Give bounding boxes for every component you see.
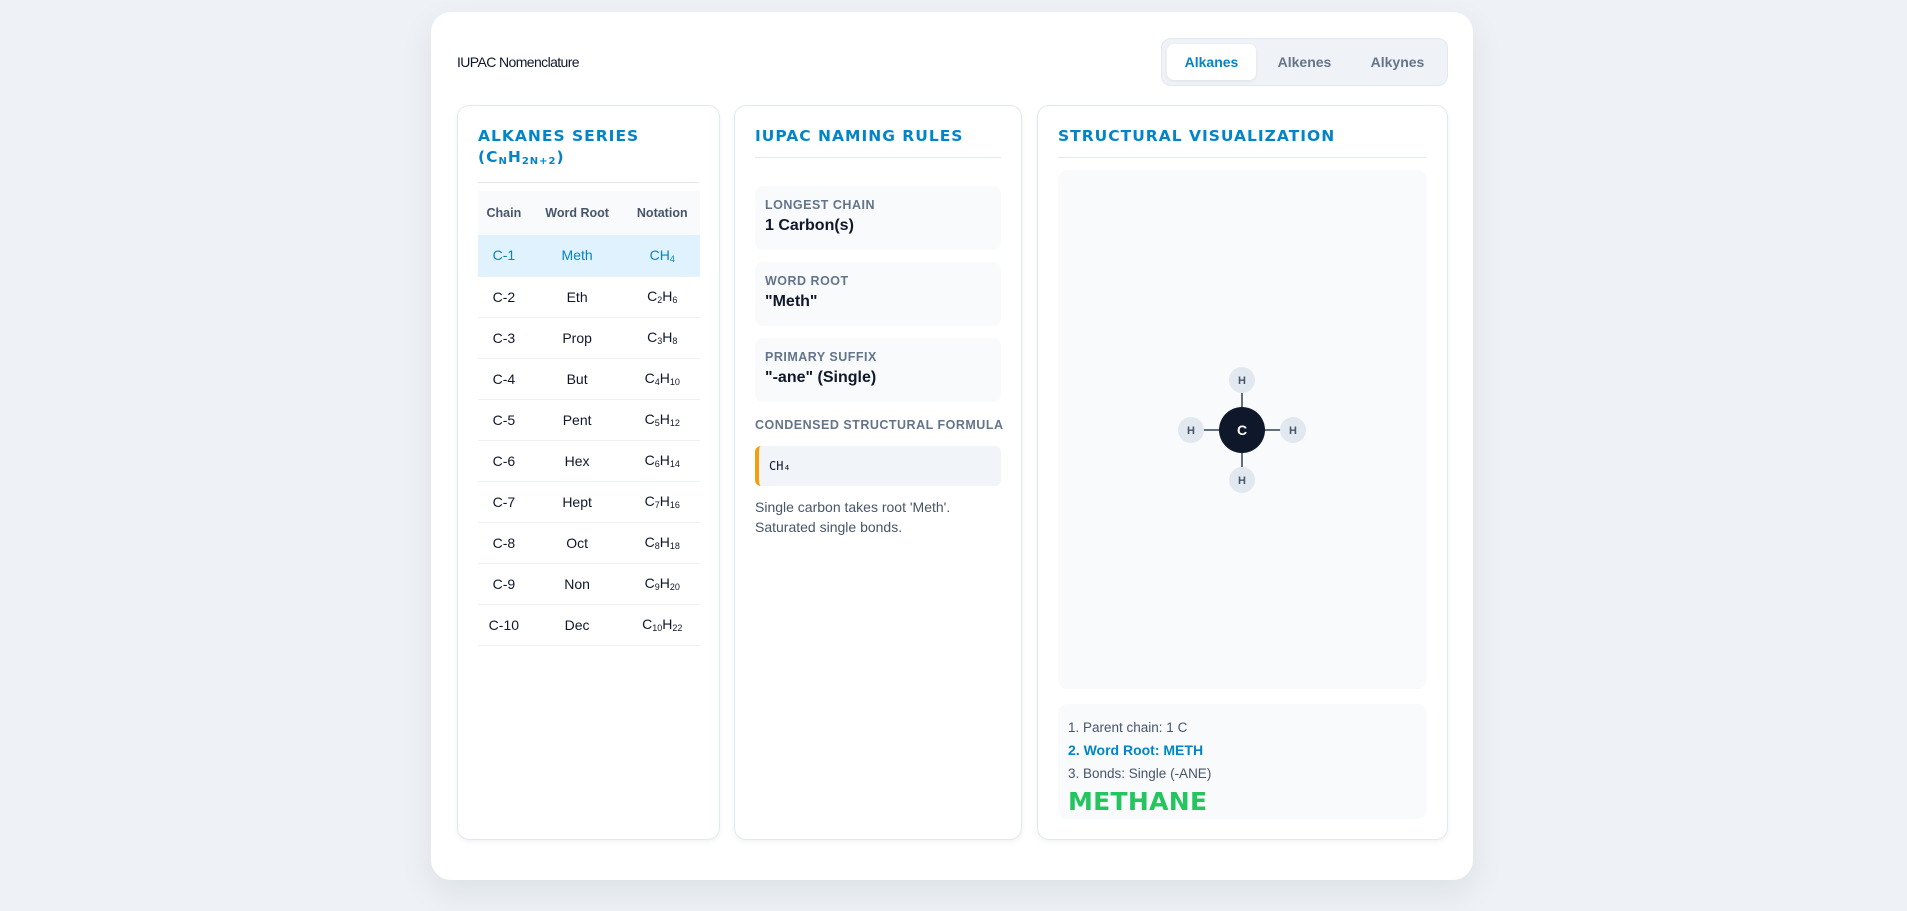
notation-cell: C5H12 (624, 399, 700, 441)
column-header-chain: Chain (478, 191, 530, 235)
word-root-cell: Eth (529, 276, 625, 318)
word-root-value: "Meth" (765, 293, 818, 310)
series-title: Alkanes Series (CNH2N+2) (478, 126, 699, 183)
word-root-cell: Oct (529, 522, 625, 564)
chain-cell: C-3 (478, 317, 530, 359)
condensed-formula-label: Condensed Structural Formula (755, 418, 1004, 432)
notation-cell: C4H10 (624, 358, 700, 400)
table-row[interactable]: C-1 Meth CH4 (478, 235, 700, 277)
hydrogen-label-left: H (1187, 425, 1195, 437)
hydrogen-atom-icon (1229, 367, 1255, 393)
app-title: IUPAC Nomenclature (457, 54, 580, 70)
table-row[interactable]: C-3 Prop C3H8 (478, 317, 700, 359)
tab-bar: Alkanes Alkenes Alkynes (1161, 38, 1448, 86)
step-bonds: 3. Bonds: Single (-ANE) (1068, 766, 1212, 781)
series-panel: Alkanes Series (CNH2N+2) Chain Word Root… (457, 105, 720, 840)
table-row[interactable]: C-7 Hept C7H16 (478, 481, 700, 523)
tab-alkenes[interactable]: Alkenes (1277, 54, 1332, 70)
condensed-formula-box: CH₄ (755, 446, 1001, 486)
series-general-formula: (CNH2N+2) (478, 148, 565, 167)
word-root-cell: Meth (529, 235, 625, 277)
naming-steps: 1. Parent chain: 1 C 2. Word Root: METH … (1058, 704, 1427, 819)
notation-cell: C7H16 (624, 481, 700, 523)
carbon-label: C (1237, 422, 1247, 438)
word-root-card: Word Root "Meth" (755, 262, 1001, 326)
hydrogen-label-bottom: H (1238, 475, 1246, 487)
chain-cell: C-10 (478, 604, 530, 646)
tab-alkynes[interactable]: Alkynes (1370, 54, 1425, 70)
longest-chain-label: Longest Chain (765, 198, 875, 212)
table-row[interactable]: C-10 Dec C10H22 (478, 604, 700, 646)
header: IUPAC Nomenclature Alkanes Alkenes Alkyn… (457, 38, 1448, 86)
longest-chain-card: Longest Chain 1 Carbon(s) (755, 186, 1001, 250)
visualization-title: Structural Visualization (1058, 126, 1427, 158)
longest-chain-value: 1 Carbon(s) (765, 217, 854, 234)
condensed-formula-value: CH₄ (769, 459, 791, 473)
word-root-cell: But (529, 358, 625, 400)
hydrogen-atom-icon (1280, 417, 1306, 443)
notation-cell: C3H8 (624, 317, 700, 359)
word-root-cell: Non (529, 563, 625, 605)
word-root-cell: Dec (529, 604, 625, 646)
tab-alkanes[interactable]: Alkanes (1167, 44, 1256, 80)
notation-cell: C10H22 (624, 604, 700, 646)
chain-cell: C-8 (478, 522, 530, 564)
carbon-atom: C (1219, 407, 1265, 453)
table-row[interactable]: C-2 Eth C2H6 (478, 276, 700, 318)
primary-suffix-value: "-ane" (Single) (765, 369, 877, 386)
rules-title: IUPAC Naming Rules (755, 126, 1001, 158)
notation-cell: C2H6 (624, 276, 700, 318)
chain-cell: C-5 (478, 399, 530, 441)
compound-name-result: METHANE (1068, 787, 1208, 816)
step-parent-chain: 1. Parent chain: 1 C (1068, 720, 1188, 735)
series-table-body: C-1 Meth CH4 C-2 Eth C2H6 C-3 Prop C3H8 C-4 But C4H… (478, 235, 700, 646)
chain-cell: C-9 (478, 563, 530, 605)
hydrogen-atom-icon (1229, 467, 1255, 493)
series-table: Chain Word Root Notation C-1 Meth CH4 C-2 Et… (478, 191, 700, 646)
word-root-cell: Prop (529, 317, 625, 359)
word-root-cell: Hex (529, 440, 625, 482)
hydrogen-atom-icon (1178, 417, 1204, 443)
methane-structure: H H H H C (1178, 367, 1306, 493)
column-header-notation: Notation (624, 191, 700, 235)
notation-cell: C9H20 (624, 563, 700, 605)
table-header-row: Chain Word Root Notation (478, 191, 700, 235)
molecule-canvas: H H H H C (1058, 170, 1427, 689)
chain-cell: C-7 (478, 481, 530, 523)
notation-cell: C8H18 (624, 522, 700, 564)
series-title-text: Alkanes Series (478, 127, 640, 145)
notation-cell: CH4 (624, 235, 700, 277)
carbon-atom-icon (1219, 407, 1265, 453)
chain-cell: C-6 (478, 440, 530, 482)
rules-panel: IUPAC Naming Rules Longest Chain 1 Carbo… (734, 105, 1022, 840)
table-row[interactable]: C-8 Oct C8H18 (478, 522, 700, 564)
table-row[interactable]: C-4 But C4H10 (478, 358, 700, 400)
primary-suffix-card: Primary Suffix "-ane" (Single) (755, 338, 1001, 402)
hydrogen-atom-left: H (1178, 417, 1204, 443)
chain-cell: C-2 (478, 276, 530, 318)
rule-note: Single carbon takes root 'Meth'. Saturat… (755, 499, 951, 535)
column-header-word-root: Word Root (529, 191, 625, 235)
word-root-label: Word Root (765, 274, 849, 288)
word-root-cell: Hept (529, 481, 625, 523)
hydrogen-label-top: H (1238, 375, 1246, 387)
app-window: IUPAC Nomenclature Alkanes Alkenes Alkyn… (431, 12, 1473, 880)
notation-cell: C6H14 (624, 440, 700, 482)
chain-cell: C-4 (478, 358, 530, 400)
primary-suffix-label: Primary Suffix (765, 350, 877, 364)
hydrogen-atom-bottom: H (1229, 467, 1255, 493)
chain-cell: C-1 (478, 235, 530, 277)
hydrogen-label-right: H (1289, 425, 1297, 437)
step-word-root: 2. Word Root: METH (1068, 742, 1204, 758)
table-row[interactable]: C-6 Hex C6H14 (478, 440, 700, 482)
table-row[interactable]: C-9 Non C9H20 (478, 563, 700, 605)
hydrogen-atom-top: H (1229, 367, 1255, 393)
visualization-panel: Structural Visualization H H (1037, 105, 1448, 840)
word-root-cell: Pent (529, 399, 625, 441)
hydrogen-atom-right: H (1280, 417, 1306, 443)
table-row[interactable]: C-5 Pent C5H12 (478, 399, 700, 441)
